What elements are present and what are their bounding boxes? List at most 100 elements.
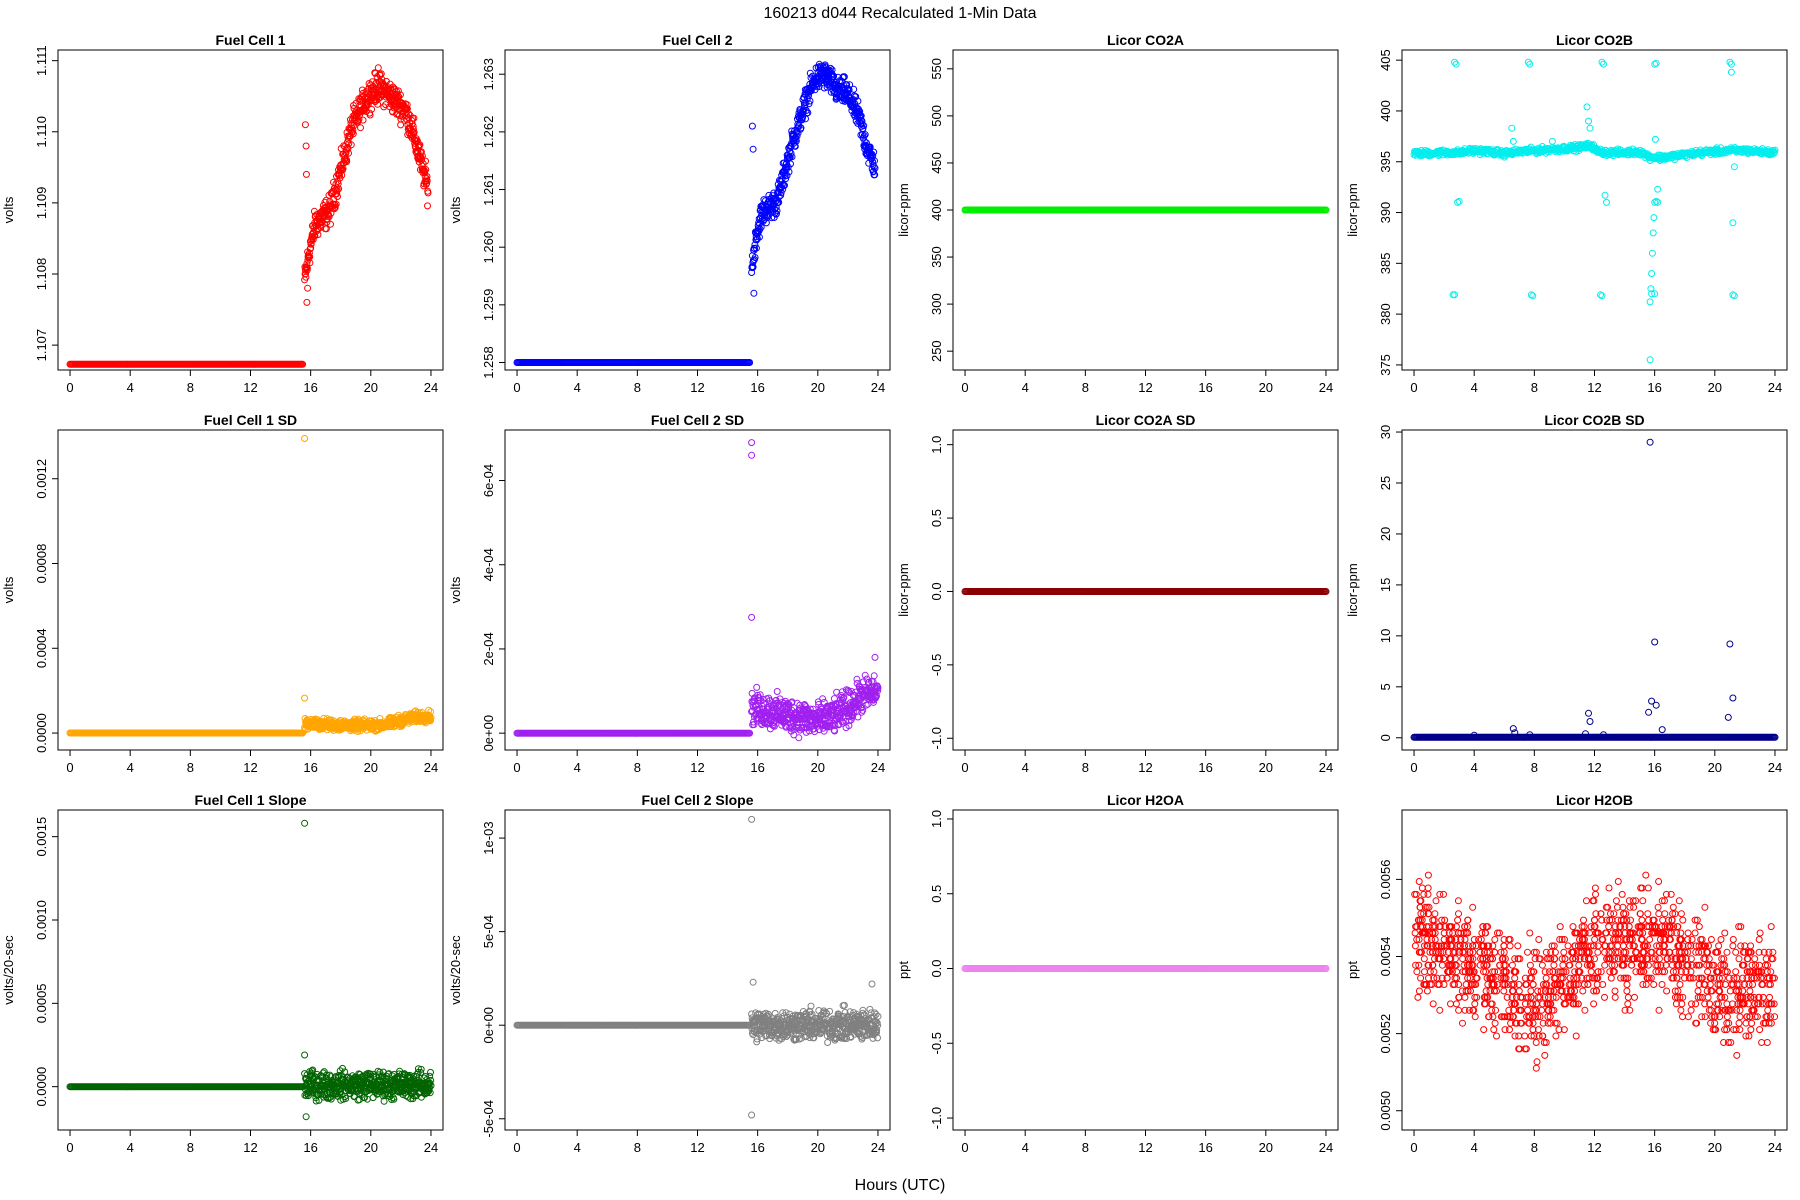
data-point	[768, 214, 776, 222]
data-point	[788, 153, 796, 161]
data-point	[857, 112, 865, 120]
data-point	[1727, 60, 1735, 68]
data-point	[374, 64, 382, 72]
x-tick-label: 20	[364, 760, 378, 775]
y-axis-label: licor-ppm	[1345, 563, 1360, 616]
panel-title: Fuel Cell 2 SD	[651, 412, 744, 428]
data-point	[1729, 219, 1737, 227]
data-point	[748, 439, 756, 447]
y-tick-label: 450	[929, 152, 944, 174]
data-points	[961, 588, 1330, 595]
plot-frame	[504, 49, 891, 371]
data-point	[301, 121, 309, 129]
data-point	[869, 152, 877, 160]
y-tick-label: 0.0000	[34, 713, 49, 753]
x-axis: 0 4 8 12 16 20 24	[1410, 749, 1782, 775]
data-point	[782, 175, 790, 183]
x-tick-label: 20	[1708, 380, 1722, 395]
data-point	[855, 108, 863, 116]
x-tick-label: 16	[303, 380, 317, 395]
data-point	[349, 130, 357, 138]
x-tick-label: 12	[243, 380, 257, 395]
data-point	[347, 141, 355, 149]
y-tick-label: 0.0004	[34, 628, 49, 668]
x-tick-label: 16	[1198, 380, 1212, 395]
data-point	[423, 177, 431, 185]
panel-2: Fuel Cell 20 4 8 12 16 20 241.2581.2591.2601.2…	[448, 32, 891, 395]
y-tick-label: 1.107	[34, 329, 49, 362]
data-point	[321, 198, 329, 206]
data-point	[833, 688, 841, 696]
y-tick-label: 30	[1378, 425, 1393, 439]
data-point	[1548, 137, 1556, 145]
x-tick-label: 0	[961, 380, 968, 395]
x-tick-label: 0	[1410, 760, 1417, 775]
data-point	[418, 152, 426, 160]
data-point	[356, 111, 363, 119]
data-point	[806, 97, 814, 105]
y-tick-label: 0e+00	[481, 715, 496, 752]
data-point	[751, 254, 759, 261]
y-axis-label: volts	[448, 196, 463, 223]
data-point	[325, 213, 333, 221]
x-tick-label: 24	[424, 760, 438, 775]
data-point	[335, 185, 343, 193]
y-axis-label: volts	[1, 196, 16, 223]
data-point	[871, 157, 878, 165]
x-tick-label: 24	[1768, 380, 1782, 395]
y-tick-label: 1.260	[481, 231, 496, 264]
data-point	[387, 86, 395, 94]
y-axis-label: licor-ppm	[1345, 183, 1360, 236]
data-point	[334, 170, 342, 178]
panel-title: Licor CO2B SD	[1544, 412, 1644, 428]
data-point	[355, 115, 363, 123]
data-point	[368, 105, 376, 113]
x-tick-label: 4	[1022, 380, 1029, 395]
data-point	[1601, 191, 1609, 199]
x-tick-label: 8	[1082, 760, 1089, 775]
y-tick-label: 25	[1378, 476, 1393, 490]
x-axis: 0 4 8 12 16 20 24	[961, 369, 1333, 395]
data-point	[777, 191, 785, 199]
x-tick-label: 24	[1319, 380, 1333, 395]
data-point	[422, 157, 429, 165]
data-point	[753, 683, 761, 691]
x-tick-label: 12	[1138, 760, 1152, 775]
x-tick-label: 0	[66, 760, 73, 775]
y-tick-label: 1.263	[481, 58, 496, 91]
y-tick-label: 380	[1378, 303, 1393, 325]
x-tick-label: 16	[1647, 380, 1661, 395]
data-point	[330, 200, 338, 208]
data-point	[819, 695, 827, 703]
y-tick-label: 375	[1378, 354, 1393, 376]
data-point	[1509, 137, 1517, 145]
x-tick-label: 12	[1138, 380, 1152, 395]
data-point	[871, 164, 879, 172]
panel-title: Fuel Cell 2	[662, 32, 732, 48]
y-tick-label: 15	[1378, 578, 1393, 592]
data-point	[305, 249, 313, 257]
y-tick-label: 1.259	[481, 289, 496, 322]
y-tick-label: 1.108	[34, 258, 49, 291]
data-point	[417, 148, 425, 156]
y-tick-label: 0	[1378, 734, 1393, 741]
data-point	[304, 284, 312, 292]
data-points	[961, 206, 1330, 214]
data-point	[854, 97, 862, 105]
data-point	[345, 149, 352, 157]
data-point	[1650, 214, 1658, 222]
y-axis-label: volts	[448, 576, 463, 603]
x-tick-label: 0	[513, 380, 520, 395]
panel-7: Licor CO2A SD0 4 8 12 16 20 24-1.0-0.50.00.51.…	[896, 412, 1339, 775]
data-point	[846, 81, 854, 89]
data-point	[859, 125, 867, 132]
x-tick-label: 24	[871, 380, 885, 395]
data-point	[1603, 198, 1610, 206]
data-point	[748, 451, 756, 459]
x-tick-label: 24	[1319, 760, 1333, 775]
data-point	[856, 107, 864, 115]
